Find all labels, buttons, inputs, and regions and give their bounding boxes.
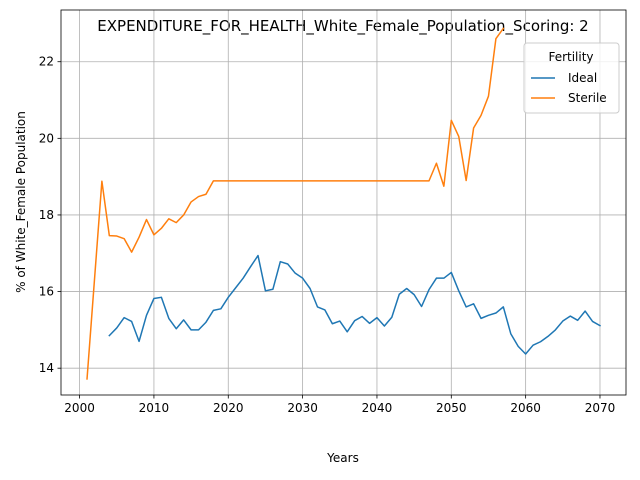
x-tick-label: 2010 <box>139 401 170 415</box>
y-tick-label: 20 <box>39 131 54 145</box>
series-lines <box>86 27 602 380</box>
legend: Fertility Ideal Sterile <box>523 42 620 114</box>
x-tick-label: 2040 <box>362 401 393 415</box>
x-tick-label: 2020 <box>213 401 244 415</box>
plot-frame <box>60 9 627 396</box>
series-line-ideal <box>108 254 602 355</box>
legend-label-sterile: Sterile <box>568 91 607 105</box>
x-axis-label: Years <box>326 451 359 465</box>
y-tick-label: 14 <box>39 361 54 375</box>
x-tick-label: 2000 <box>64 401 95 415</box>
chart-title: EXPENDITURE_FOR_HEALTH_White_Female_Popu… <box>97 17 588 36</box>
x-tick-label: 2060 <box>510 401 541 415</box>
y-tick-label: 16 <box>39 285 54 299</box>
x-tick-label: 2030 <box>287 401 318 415</box>
series-line-sterile <box>86 27 505 380</box>
legend-label-ideal: Ideal <box>568 71 597 85</box>
x-tick-label: 2050 <box>436 401 467 415</box>
axis-ticks: 2000 2010 2020 2030 2040 2050 2060 2070 14 16 18 20… <box>39 55 616 415</box>
legend-title: Fertility <box>548 50 593 64</box>
legend-box <box>523 42 620 114</box>
x-tick-label: 2070 <box>585 401 616 415</box>
y-axis-label: % of White_Female Population <box>14 111 28 293</box>
y-tick-label: 22 <box>39 55 54 69</box>
y-tick-label: 18 <box>39 208 54 222</box>
